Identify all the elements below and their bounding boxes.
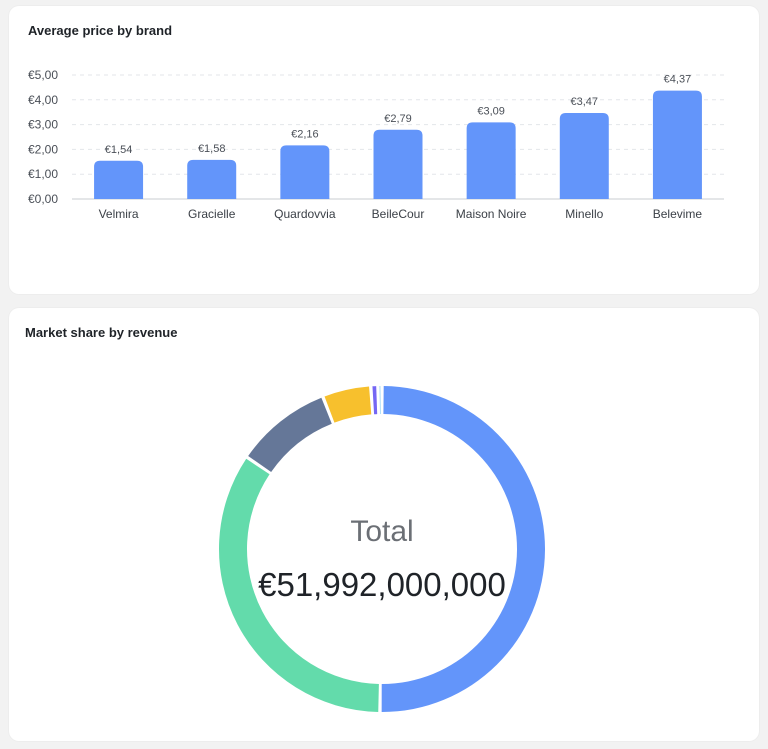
x-tick-label: Maison Noire [456,207,527,221]
bar-maison-noire[interactable] [466,122,516,199]
bar-value-label: €1,54 [105,144,133,156]
bar-value-label: €3,47 [571,96,599,108]
x-tick-label: Minello [565,207,603,221]
donut-slice-1[interactable] [381,386,546,712]
bar-chart-card: Average price by brand €0,00 €1,00 €2,00 €3… [9,6,759,294]
bar-value-label: €2,79 [384,113,412,125]
bar-minello[interactable] [559,112,609,199]
y-tick-label: €3,00 [28,118,58,132]
bar-beilecour[interactable] [373,129,423,199]
donut-center-value: €51,992,000,000 [258,566,506,603]
donut-slice-6[interactable] [379,386,381,415]
bar-belevime[interactable] [652,90,702,199]
donut-chart-card: Market share by revenue Total €51,992,000… [9,308,759,741]
donut-slice-2[interactable] [218,458,379,712]
y-tick-label: €5,00 [28,68,58,82]
y-tick-label: €2,00 [28,142,58,156]
donut-slice-5[interactable] [372,386,378,415]
x-tick-label: Quardovvia [274,207,336,221]
donut-chart-title: Market share by revenue [25,325,178,340]
donut-chart: Total €51,992,000,000 [218,386,546,712]
donut-center-label: Total [350,515,413,548]
bar-value-label: €2,16 [291,128,319,140]
bar-velmira[interactable] [94,160,144,199]
y-tick-label: €4,00 [28,93,58,107]
bar-value-label: €1,58 [198,143,226,155]
donut-slice-4[interactable] [324,386,372,423]
bar-gracielle[interactable] [187,159,237,199]
bar-chart-title: Average price by brand [28,23,173,38]
bar-chart: €0,00 €1,00 €2,00 €3,00 €4,00 €5,00 €1,54 Velmi… [28,68,724,221]
bar-value-label: €4,37 [664,74,692,86]
bar-value-label: €3,09 [477,105,505,117]
x-tick-label: Gracielle [188,207,236,221]
x-tick-label: BeileCour [372,207,425,221]
bar-quardovvia[interactable] [280,145,330,199]
x-tick-label: Belevime [653,207,703,221]
y-tick-label: €0,00 [28,192,58,206]
x-tick-label: Velmira [99,207,139,221]
donut-slice-3[interactable] [248,397,332,472]
y-tick-label: €1,00 [28,167,58,181]
